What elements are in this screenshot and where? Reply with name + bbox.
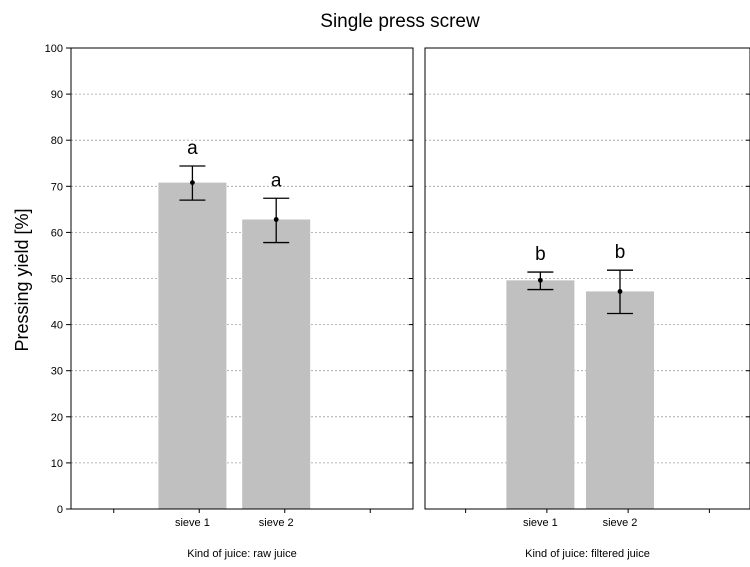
y-tick-label: 50 — [51, 274, 63, 286]
y-tick-label: 30 — [51, 366, 63, 378]
panel-frame — [424, 47, 750, 510]
bar — [586, 291, 654, 509]
y-tick-label: 0 — [57, 504, 63, 516]
panel-label: Kind of juice: filtered juice — [525, 548, 650, 560]
bar — [506, 280, 575, 509]
chart-title: Single press screw — [320, 11, 480, 32]
y-tick-label: 90 — [51, 89, 63, 101]
y-axis-label: Pressing yield [%] — [12, 208, 32, 351]
y-tick-label: 80 — [51, 135, 63, 147]
group-letter: b — [615, 242, 626, 263]
category-label: sieve 1 — [523, 517, 558, 529]
mean-point — [617, 289, 623, 294]
mean-point — [537, 277, 543, 283]
panel-label: Kind of juice: raw juice — [187, 548, 296, 560]
y-tick-label: 60 — [51, 227, 63, 239]
y-tick-label: 20 — [51, 412, 63, 424]
group-letter: a — [271, 170, 282, 191]
bar — [242, 219, 311, 509]
category-label: sieve 2 — [259, 517, 294, 529]
plot-area: 0 10 20 30 40 50 60 70 80 90 100 a sieve 1 a sieve 2 Ki… — [45, 43, 750, 560]
y-tick-label: 40 — [51, 320, 63, 332]
panel-2: b sieve 1 b sieve 2 Kind of juice: filtered … — [424, 47, 750, 560]
panel-frame — [70, 47, 414, 510]
panel-1: a sieve 1 a sieve 2 Kind of juice: raw juice — [70, 47, 414, 560]
group-letter: b — [535, 244, 546, 265]
bar — [158, 182, 227, 509]
category-label: sieve 1 — [175, 517, 210, 529]
y-tick-label: 70 — [51, 181, 63, 193]
mean-point — [273, 217, 279, 222]
y-tick-label: 100 — [45, 43, 63, 55]
group-letter: a — [187, 138, 198, 159]
y-tick-label: 10 — [51, 458, 63, 470]
mean-point — [190, 180, 195, 186]
category-label: sieve 2 — [603, 517, 638, 529]
